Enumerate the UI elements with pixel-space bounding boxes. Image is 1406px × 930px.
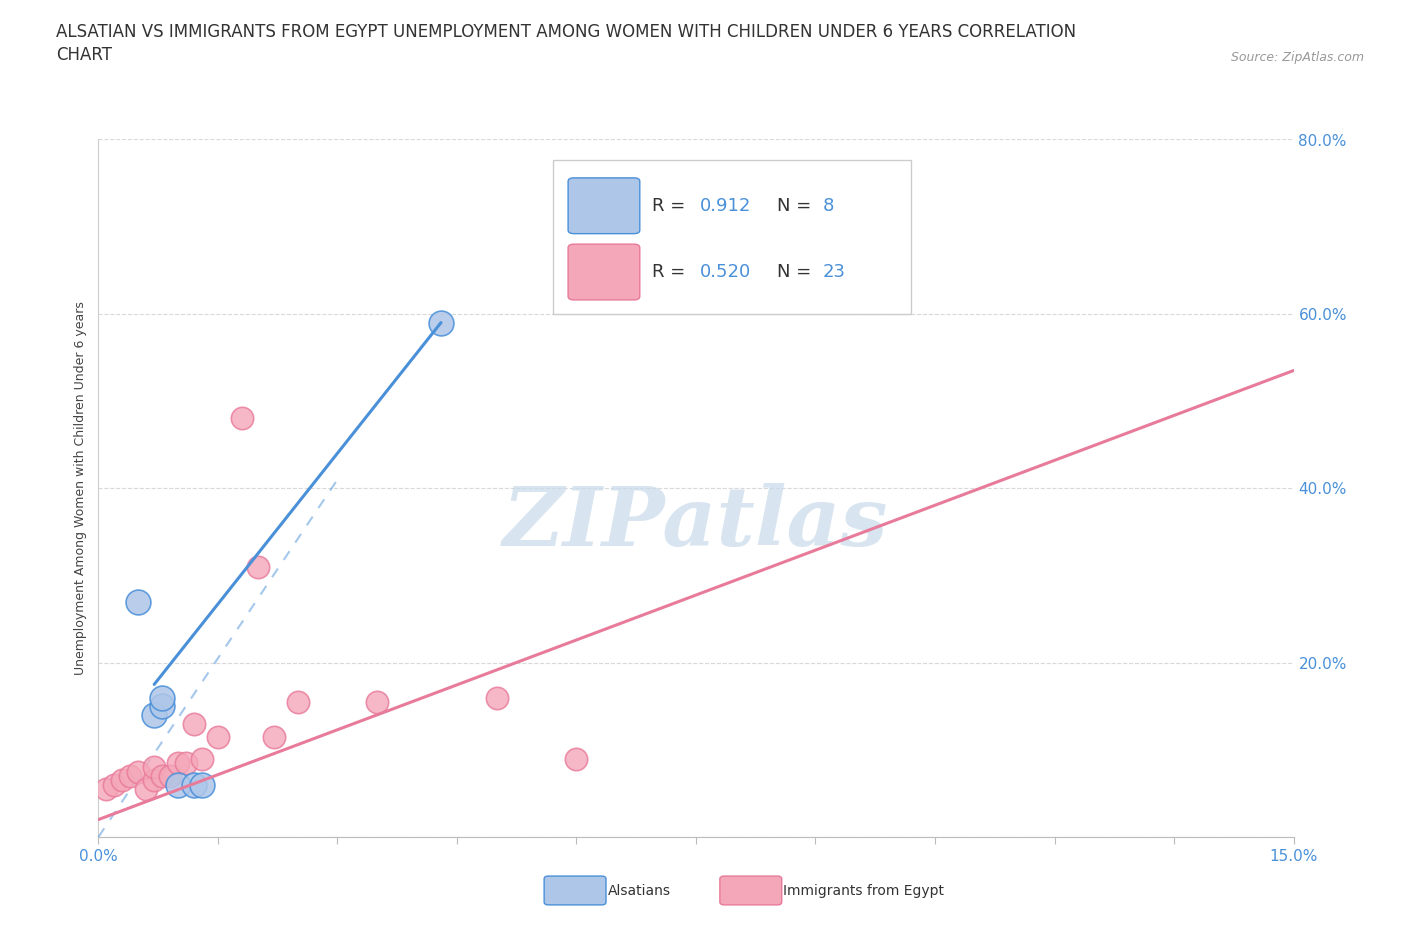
Point xyxy=(159,768,181,783)
Point xyxy=(430,315,453,330)
Y-axis label: Unemployment Among Women with Children Under 6 years: Unemployment Among Women with Children U… xyxy=(75,301,87,675)
Text: 23: 23 xyxy=(823,263,845,281)
Text: 8: 8 xyxy=(823,197,834,215)
Point xyxy=(167,755,190,770)
Point xyxy=(485,690,508,705)
Text: N =: N = xyxy=(778,197,817,215)
Point xyxy=(127,594,149,609)
Point xyxy=(183,716,205,731)
FancyBboxPatch shape xyxy=(568,178,640,233)
Text: 0.912: 0.912 xyxy=(700,197,751,215)
Point xyxy=(111,773,134,788)
Point xyxy=(231,411,253,426)
Point xyxy=(150,698,173,713)
Point xyxy=(167,777,190,792)
FancyBboxPatch shape xyxy=(568,245,640,300)
Point xyxy=(143,773,166,788)
Point xyxy=(135,781,157,796)
Text: N =: N = xyxy=(778,263,817,281)
Point xyxy=(207,729,229,744)
Point xyxy=(143,708,166,723)
Text: R =: R = xyxy=(652,263,690,281)
Text: Alsatians: Alsatians xyxy=(607,884,671,898)
Text: Source: ZipAtlas.com: Source: ZipAtlas.com xyxy=(1230,51,1364,64)
Point xyxy=(120,768,142,783)
Point xyxy=(150,768,173,783)
Point xyxy=(191,751,214,766)
Text: 0.520: 0.520 xyxy=(700,263,751,281)
Point xyxy=(127,764,149,779)
Point xyxy=(103,777,125,792)
Point xyxy=(143,760,166,775)
Point xyxy=(96,781,118,796)
Text: R =: R = xyxy=(652,197,690,215)
Point xyxy=(174,755,197,770)
Point xyxy=(804,263,827,278)
Point xyxy=(263,729,285,744)
Point xyxy=(246,559,269,574)
Point xyxy=(565,751,588,766)
Point xyxy=(183,777,205,792)
Point xyxy=(150,690,173,705)
Point xyxy=(366,695,388,710)
Text: ZIPatlas: ZIPatlas xyxy=(503,483,889,564)
Point xyxy=(287,695,309,710)
Text: ALSATIAN VS IMMIGRANTS FROM EGYPT UNEMPLOYMENT AMONG WOMEN WITH CHILDREN UNDER 6: ALSATIAN VS IMMIGRANTS FROM EGYPT UNEMPL… xyxy=(56,23,1077,41)
FancyBboxPatch shape xyxy=(553,161,911,314)
Text: Immigrants from Egypt: Immigrants from Egypt xyxy=(783,884,945,898)
Text: CHART: CHART xyxy=(56,46,112,64)
Point xyxy=(191,777,214,792)
